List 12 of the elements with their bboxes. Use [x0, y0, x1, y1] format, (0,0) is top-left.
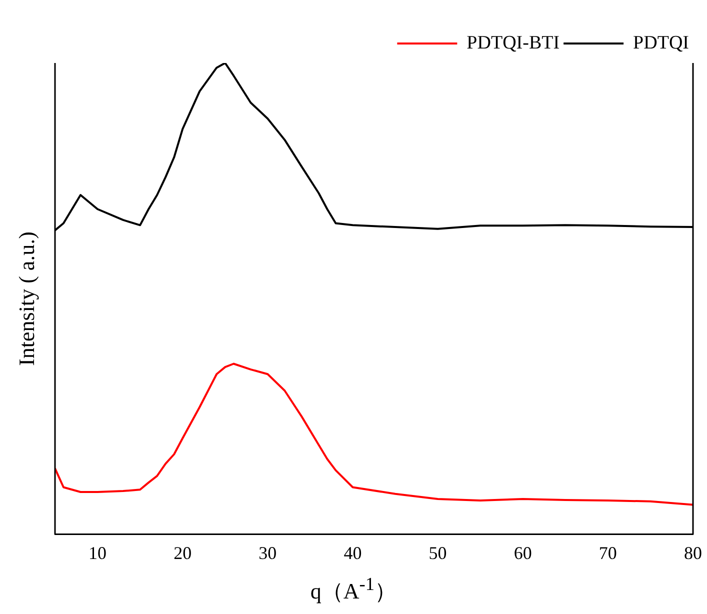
x-tick-label: 10 [88, 542, 107, 563]
legend-label: PDTQI [633, 32, 690, 54]
x-tick-label: 40 [344, 542, 362, 563]
x-tick-label: 70 [598, 542, 617, 563]
x-tick-label: 20 [174, 542, 192, 563]
x-tick-label: 30 [258, 542, 277, 563]
y-axis-title: Intensity ( a.u.) [14, 231, 39, 366]
x-axis-title: q（A$^{-1}$） [309, 574, 398, 606]
x-tick-label: 60 [514, 542, 532, 563]
x-tick-label: 50 [428, 542, 447, 563]
x-tick-label: 80 [684, 542, 702, 563]
legend-label: PDTQI-BTI [466, 32, 560, 54]
